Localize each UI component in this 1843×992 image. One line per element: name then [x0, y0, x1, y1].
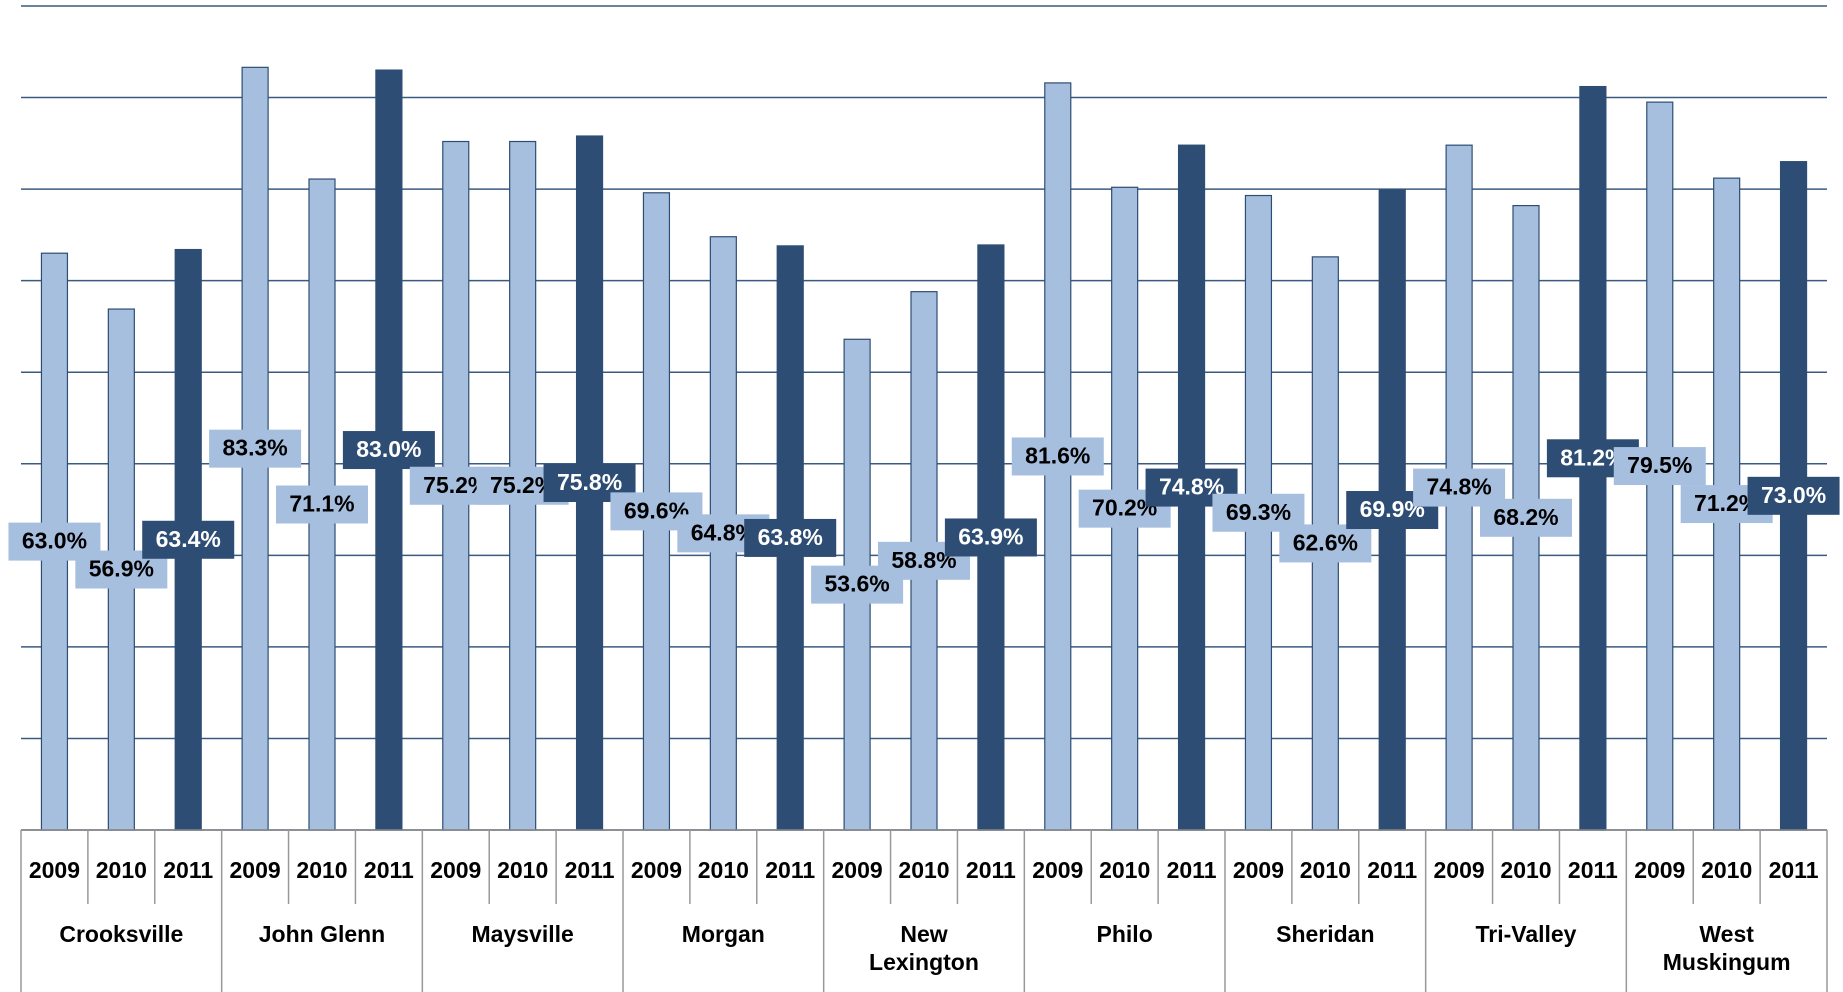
value-label-box [944, 518, 1037, 557]
value-label: 69.6% [610, 492, 703, 531]
category-label-text: West Muskingum [1662, 921, 1791, 975]
value-label-text: 68.2% [1493, 504, 1558, 530]
value-label: 68.2% [1480, 498, 1572, 537]
value-label-box [744, 518, 837, 557]
series-label: 2010 [1099, 857, 1150, 883]
series-label: 2011 [1167, 857, 1217, 883]
value-label-box [142, 520, 235, 559]
series-label: 2011 [1367, 857, 1417, 883]
value-label: 79.5% [1613, 447, 1706, 486]
value-label-text: 83.0% [356, 436, 421, 462]
series-label: 2011 [1568, 857, 1618, 883]
value-label: 83.3% [209, 429, 302, 468]
series-label: 2011 [565, 857, 615, 883]
series-label: 2010 [1701, 857, 1752, 883]
value-label-box [276, 485, 368, 524]
series-label: 2009 [230, 857, 281, 883]
value-label-text: 63.8% [758, 524, 823, 550]
value-label-text: 83.3% [223, 435, 288, 461]
value-label-text: 73.0% [1761, 482, 1826, 508]
value-label-box [1747, 476, 1840, 515]
series-label: 2011 [163, 857, 213, 883]
value-label-text: 74.8% [1427, 474, 1492, 500]
value-label: 71.1% [276, 485, 368, 524]
value-label-box [1613, 447, 1706, 486]
value-label-text: 79.5% [1627, 452, 1692, 478]
category-label: Crooksville [59, 921, 184, 947]
series-label: 2010 [698, 857, 749, 883]
value-label-text: 69.3% [1226, 499, 1291, 525]
value-label-text: 63.0% [22, 528, 87, 554]
value-label: 83.0% [342, 431, 435, 470]
value-label-text: 62.6% [1293, 530, 1358, 556]
category-label: Tri-Valley [1475, 921, 1577, 947]
series-label: 2009 [832, 857, 883, 883]
value-label: 74.8% [1145, 468, 1238, 507]
value-label-box [342, 431, 435, 470]
series-label: 2009 [430, 857, 481, 883]
series-label: 2010 [497, 857, 548, 883]
series-label: 2009 [631, 857, 682, 883]
series-label: 2010 [1300, 857, 1351, 883]
value-label: 70.2% [1078, 489, 1171, 528]
category-label: West Muskingum [1662, 921, 1791, 975]
category-label-text: New Lexington [869, 921, 979, 975]
series-label: 2010 [898, 857, 949, 883]
value-label-box [1279, 524, 1372, 563]
value-label: 63.4% [142, 520, 235, 559]
value-label-text: 63.4% [156, 526, 221, 552]
category-label: Philo [1096, 921, 1153, 947]
category-label-text: Morgan [681, 921, 765, 947]
category-label: Sheridan [1276, 921, 1375, 947]
value-label: 81.6% [1011, 437, 1104, 476]
value-label-text: 81.6% [1025, 443, 1090, 469]
series-label: 2009 [29, 857, 80, 883]
value-label: 56.9% [75, 550, 168, 589]
category-label: Maysville [471, 921, 574, 947]
series-label: 2011 [765, 857, 815, 883]
category-label: John Glenn [258, 921, 386, 947]
value-label-box [1480, 498, 1572, 537]
series-label: 2011 [364, 857, 414, 883]
value-label-text: 71.1% [289, 491, 354, 517]
category-label-text: Sheridan [1276, 921, 1375, 947]
series-label: 2011 [1769, 857, 1819, 883]
value-label-text: 63.9% [958, 524, 1023, 550]
series-label: 2010 [96, 857, 147, 883]
category-label-text: Philo [1096, 921, 1153, 947]
value-label: 62.6% [1279, 524, 1372, 563]
category-label-text: Maysville [471, 921, 574, 947]
value-label-text: 56.9% [89, 556, 154, 582]
category-label-text: Crooksville [59, 921, 184, 947]
series-label: 2009 [1233, 857, 1284, 883]
series-label: 2009 [1634, 857, 1685, 883]
series-label: 2009 [1032, 857, 1083, 883]
value-label: 63.8% [744, 518, 837, 557]
value-label-text: 75.8% [557, 469, 622, 495]
value-label: 73.0% [1747, 476, 1840, 515]
value-label-box [209, 429, 302, 468]
series-label: 2011 [966, 857, 1016, 883]
series-label: 2010 [296, 857, 347, 883]
series-label: 2009 [1434, 857, 1485, 883]
category-label: New Lexington [869, 921, 979, 975]
series-label: 2010 [1500, 857, 1551, 883]
value-label: 63.9% [944, 518, 1037, 557]
value-label-box [1011, 437, 1104, 476]
category-label-text: Tri-Valley [1475, 921, 1577, 947]
category-label: Morgan [681, 921, 765, 947]
category-label-text: John Glenn [258, 921, 386, 947]
